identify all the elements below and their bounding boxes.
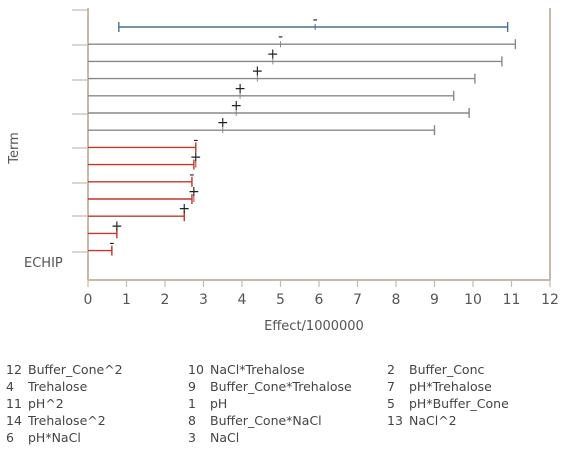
effect-sign-label: + — [111, 218, 123, 234]
effect-sign-label: + — [267, 46, 279, 62]
legend-item-number: 3 — [188, 430, 196, 445]
x-axis-label: Effect/1000000 — [264, 319, 364, 334]
legend-item-number: 13 — [387, 413, 403, 428]
legend-item-number: 4 — [6, 379, 14, 394]
legend-item-label: Trehalose — [28, 379, 88, 394]
x-tick-label: 11 — [503, 292, 521, 308]
x-tick-label: 7 — [353, 292, 362, 308]
effect-sign-label: + — [234, 81, 246, 97]
legend-item-number: 1 — [188, 396, 196, 411]
x-tick-label: 1 — [122, 292, 131, 308]
legend-item: 5 pH*Buffer_Cone — [387, 396, 509, 411]
x-tick-label: 5 — [276, 292, 285, 308]
x-tick-label: 6 — [315, 292, 324, 308]
x-tick-label: 12 — [541, 292, 559, 308]
effect-chart: --+++++-+-+++- 0 1 2 3 4 5 6 7 8 9 10 11 12 Effect/1… — [7, 8, 559, 334]
legend-item: 13 NaCl^2 — [387, 413, 457, 428]
legend-item-label: NaCl — [210, 430, 240, 445]
legend-item-label: pH^2 — [28, 396, 64, 411]
legend-item-label: Buffer_Conc — [409, 362, 485, 377]
legend-item: 8 Buffer_Cone*NaCl — [188, 413, 322, 428]
legend-item-number: 8 — [188, 413, 196, 428]
legend-item-number: 10 — [188, 362, 204, 377]
corner-label: ECHIP — [24, 256, 63, 271]
effect-sign-label: + — [217, 115, 229, 131]
legend-item-label: pH*Trehalose — [409, 379, 492, 394]
effect-sign-label: - — [193, 132, 198, 148]
legend-item: 14 Trehalose^2 — [6, 413, 106, 428]
legend-item-number: 12 — [6, 362, 22, 377]
legend-item: 2 Buffer_Conc — [387, 362, 484, 377]
effect-sign-label: + — [178, 201, 190, 217]
effect-sign-label: - — [278, 29, 283, 45]
legend-item-number: 14 — [6, 413, 22, 428]
x-tick-label: 10 — [464, 292, 482, 308]
x-tick-label: 2 — [161, 292, 170, 308]
legend-item-label: Trehalose^2 — [28, 413, 106, 428]
legend-item-label: pH*Buffer_Cone — [409, 396, 509, 411]
legend-item-label: NaCl*Trehalose — [210, 362, 305, 377]
legend-item-number: 5 — [387, 396, 395, 411]
x-tick-label: 9 — [430, 292, 439, 308]
legend-item: 10 NaCl*Trehalose — [188, 362, 305, 377]
legend-item: 12 Buffer_Cone^2 — [6, 362, 123, 377]
effect-sign-label: + — [188, 184, 200, 200]
legend-item-number: 11 — [6, 396, 22, 411]
legend-item-number: 9 — [188, 379, 196, 394]
effect-sign-label: + — [190, 150, 202, 166]
legend-item-label: Buffer_Cone*Trehalose — [210, 379, 352, 394]
y-axis-label: Term — [7, 132, 22, 165]
legend-item: 9 Buffer_Cone*Trehalose — [188, 379, 352, 394]
legend-item-label: pH*NaCl — [28, 430, 81, 445]
effect-sign-label: - — [313, 12, 318, 28]
x-tick-label: 3 — [199, 292, 208, 308]
legend-item-number: 7 — [387, 379, 395, 394]
legend-item-label: NaCl^2 — [409, 413, 457, 428]
effect-sign-label: - — [109, 236, 114, 252]
legend-item-number: 6 — [6, 430, 14, 445]
legend-item: 1 pH — [188, 396, 227, 411]
legend-item-label: Buffer_Cone^2 — [28, 362, 123, 377]
legend-item-label: Buffer_Cone*NaCl — [210, 413, 322, 428]
legend-item: 3 NaCl — [188, 430, 239, 445]
legend-item: 7 pH*Trehalose — [387, 379, 492, 394]
x-tick-label: 4 — [238, 292, 247, 308]
effect-sign-label: - — [189, 167, 194, 183]
legend-item: 4 Trehalose — [6, 379, 87, 394]
legend-item: 11 pH^2 — [6, 396, 64, 411]
legend-item: 6 pH*NaCl — [6, 430, 81, 445]
effect-sign-label: + — [230, 98, 242, 114]
effect-sign-label: + — [252, 64, 264, 80]
x-tick-label: 8 — [392, 292, 401, 308]
x-tick-label: 0 — [84, 292, 93, 308]
legend-item-label: pH — [210, 396, 228, 411]
legend-item-number: 2 — [387, 362, 395, 377]
